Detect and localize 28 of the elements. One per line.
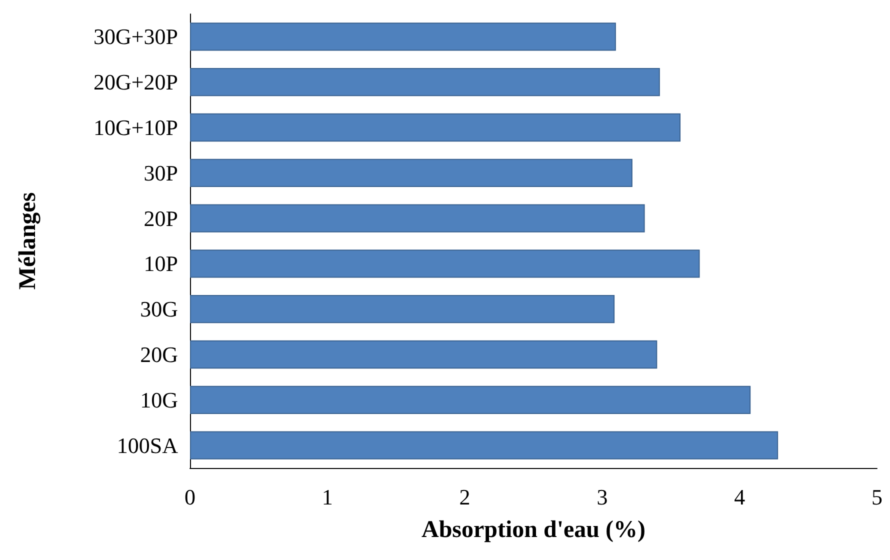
y-tick-label: 30G+30P: [93, 24, 178, 50]
y-tick-label: 30P: [144, 160, 178, 186]
x-tick-label: 3: [596, 484, 608, 510]
y-tick-label: 20G: [140, 342, 178, 367]
bar: [190, 68, 660, 96]
bar: [190, 204, 645, 232]
y-tick-label: 10G: [140, 387, 178, 412]
bar: [190, 340, 658, 369]
y-tick-label: 30G: [140, 296, 178, 322]
bar: [190, 158, 632, 187]
y-tick-label: 20P: [144, 206, 178, 231]
bar: [190, 431, 778, 460]
x-tick-label: 1: [322, 484, 333, 510]
x-tick-label: 0: [184, 484, 196, 510]
bar: [190, 250, 700, 278]
y-tick-label: 20G+20P: [93, 70, 178, 95]
bar: [190, 113, 681, 142]
x-tick-label: 2: [459, 484, 470, 510]
x-tick-label: 4: [734, 484, 746, 510]
y-tick-label: 10P: [144, 251, 178, 276]
x-tick-label: 5: [872, 484, 882, 510]
y-axis-title: Mélanges: [15, 192, 41, 290]
y-tick-label: 100SA: [116, 432, 178, 458]
bar: [190, 386, 751, 414]
bar: [190, 295, 615, 324]
x-axis-title: Absorption d'eau (%): [421, 517, 646, 543]
bar: [190, 22, 616, 51]
y-tick-label: 10G+10P: [93, 115, 178, 140]
